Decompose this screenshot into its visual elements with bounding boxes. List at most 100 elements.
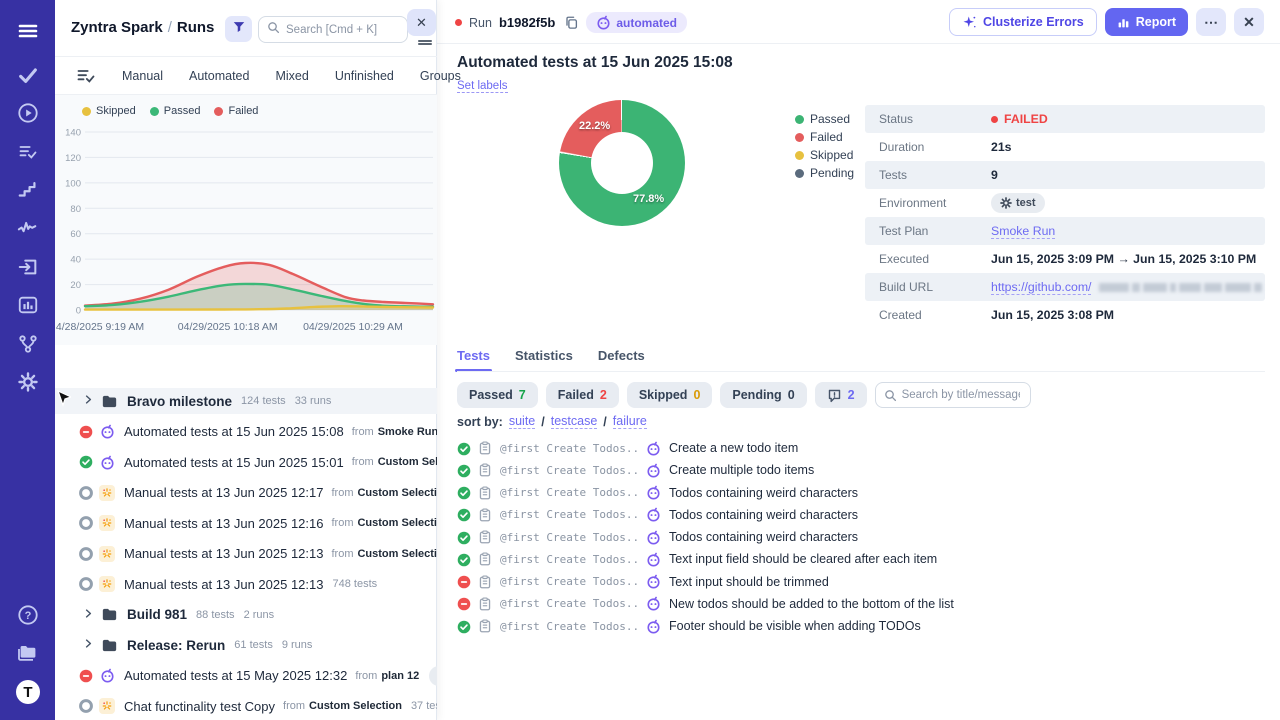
- detail-value: test: [991, 193, 1045, 213]
- svg-text:60: 60: [70, 229, 81, 240]
- detail-value: https://github.com/: [991, 279, 1263, 295]
- sort-link-suite[interactable]: suite: [508, 414, 536, 429]
- test-suite: @first Create Todos...: [500, 530, 640, 544]
- menu-icon[interactable]: [0, 16, 55, 46]
- comments-filter-chip[interactable]: 2: [814, 382, 867, 408]
- steps-icon[interactable]: [0, 175, 55, 205]
- breadcrumb-page: Runs: [176, 19, 215, 36]
- more-button[interactable]: ⋯: [1196, 8, 1226, 36]
- filter-button[interactable]: [225, 16, 252, 42]
- folders-icon[interactable]: [0, 638, 55, 668]
- detail-label: Build URL: [879, 280, 934, 294]
- chip-count: 2: [599, 388, 607, 402]
- sort-link-failure[interactable]: failure: [612, 414, 647, 429]
- run-title: Manual tests at 13 Jun 2025 12:13: [124, 576, 324, 592]
- tab-defects[interactable]: Defects: [597, 348, 645, 363]
- breadcrumb-project[interactable]: Zyntra Spark: [71, 19, 163, 36]
- chevron-right-icon[interactable]: [84, 608, 94, 621]
- run-status-pending-icon: [79, 516, 93, 530]
- filter-chip-failed[interactable]: Failed 2: [545, 382, 619, 408]
- robot-icon: [646, 574, 661, 589]
- run-list-item[interactable]: Manual tests at 13 Jun 2025 12:16 from Cus…: [55, 510, 437, 536]
- run-test-count: 748 tests: [332, 578, 378, 590]
- manual-burst-icon: [99, 484, 115, 501]
- help-icon[interactable]: ?: [0, 600, 55, 630]
- legend-dot: [795, 132, 804, 142]
- set-labels-link[interactable]: Set labels: [457, 80, 508, 93]
- test-row[interactable]: @first Create Todos... Footer should be v…: [437, 616, 1280, 636]
- filter-chip-passed[interactable]: Passed 7: [457, 382, 538, 408]
- test-row[interactable]: @first Create Todos... Text input field s…: [437, 549, 1280, 569]
- copy-icon[interactable]: [564, 15, 579, 30]
- run-list-item[interactable]: Automated tests at 15 Jun 2025 15:08 from…: [55, 419, 437, 445]
- chip-label: Skipped: [638, 388, 688, 402]
- chevron-right-icon[interactable]: [84, 639, 94, 651]
- run-list-item[interactable]: Manual tests at 13 Jun 2025 12:13 from Cus…: [55, 541, 437, 567]
- run-test-count: 37 tests: [410, 700, 437, 712]
- legend-dot: [149, 106, 159, 116]
- run-list-item[interactable]: Manual tests at 13 Jun 2025 12:13 748 tes…: [55, 571, 437, 597]
- redacted-block: [1170, 282, 1177, 292]
- test-plan-link[interactable]: Smoke Run: [991, 223, 1056, 239]
- play-circle-icon[interactable]: [0, 98, 55, 128]
- runs-folder-row[interactable]: Release: Rerun 61 tests 9 runs: [55, 632, 437, 658]
- test-row[interactable]: @first Create Todos... Todos containing w…: [437, 505, 1280, 525]
- test-row[interactable]: @first Create Todos... Todos containing w…: [437, 527, 1280, 547]
- folder-icon: [101, 394, 118, 409]
- automated-badge[interactable]: automated: [586, 12, 687, 33]
- run-title: Manual tests at 13 Jun 2025 12:17: [124, 485, 324, 500]
- gear-icon[interactable]: [0, 367, 55, 397]
- runs-folder-row[interactable]: Bravo milestone 124 tests 33 runs: [55, 388, 437, 414]
- runs-tab-manual[interactable]: Manual: [122, 68, 163, 83]
- detail-text: Jun 15, 2025 3:09 PM → Jun 15, 2025 3:10…: [991, 252, 1257, 266]
- filter-chip-skipped[interactable]: Skipped 0: [626, 382, 713, 408]
- runs-tab-automated[interactable]: Automated: [189, 68, 250, 83]
- legend-dot: [795, 150, 804, 160]
- test-status-passed-icon: [457, 486, 471, 500]
- from-source: Custom Selection: [377, 456, 437, 468]
- sort-link-testcase[interactable]: testcase: [550, 414, 598, 429]
- test-row[interactable]: @first Create Todos... Create multiple to…: [437, 460, 1280, 480]
- chevron-right-icon[interactable]: [84, 395, 94, 407]
- select-runs-icon[interactable]: [76, 66, 96, 86]
- run-identifier: Run b1982f5b automated: [455, 12, 687, 33]
- tab-statistics[interactable]: Statistics: [515, 348, 573, 363]
- test-row[interactable]: @first Create Todos... Todos containing w…: [437, 483, 1280, 503]
- check-icon[interactable]: [0, 60, 55, 90]
- list-check-icon[interactable]: [0, 137, 55, 167]
- test-row[interactable]: @first Create Todos... New todos should b…: [437, 594, 1280, 614]
- test-row[interactable]: @first Create Todos... Text input should …: [437, 572, 1280, 592]
- runs-tab-groups[interactable]: Groups: [419, 68, 461, 83]
- test-row[interactable]: @first Create Todos... Create a new todo …: [437, 438, 1280, 458]
- git-branch-icon[interactable]: [0, 329, 55, 359]
- run-list-item[interactable]: Automated tests at 15 May 2025 12:32 from…: [55, 663, 437, 689]
- runs-search-input[interactable]: [286, 23, 396, 36]
- bar-chart-icon[interactable]: [0, 290, 55, 320]
- run-list-item[interactable]: Chat functinality test Copy from Custom Se…: [55, 693, 437, 719]
- runs-tab-mixed[interactable]: Mixed: [275, 68, 309, 83]
- runs-search: [258, 16, 408, 43]
- close-run-button[interactable]: ✕: [1234, 8, 1264, 36]
- report-button[interactable]: Report: [1104, 8, 1188, 36]
- from-label: from: [331, 486, 354, 499]
- tab-tests[interactable]: Tests: [455, 348, 492, 372]
- chip-count: 7: [518, 388, 526, 402]
- test-suite: @first Create Todos...: [500, 486, 640, 499]
- build-url-link[interactable]: https://github.com/: [991, 279, 1092, 295]
- tests-search-input[interactable]: [901, 389, 1020, 401]
- runs-tab-unfinished[interactable]: Unfinished: [334, 68, 394, 83]
- logo-t-icon[interactable]: T: [0, 677, 55, 707]
- run-list-item[interactable]: Manual tests at 13 Jun 2025 12:17 from Cus…: [55, 480, 437, 506]
- detail-label: Status: [879, 112, 914, 126]
- runs-folder-row[interactable]: Build 981 88 tests 2 runs: [55, 602, 437, 628]
- import-icon[interactable]: [0, 252, 55, 282]
- detail-row-test-plan: Test Plan Smoke Run: [865, 217, 1265, 245]
- runs-panel: Zyntra Spark/Runs ✕ Manual Automated Mixed…: [55, 0, 461, 720]
- panel-close-button[interactable]: ✕: [407, 9, 436, 36]
- chip-count: 0: [787, 388, 795, 402]
- clusterize-errors-button[interactable]: Clusterize Errors: [948, 8, 1097, 36]
- run-list-item[interactable]: Automated tests at 15 Jun 2025 15:01 from…: [55, 449, 437, 475]
- activity-icon[interactable]: [0, 213, 55, 243]
- robot-icon: [99, 454, 115, 470]
- filter-chip-pending[interactable]: Pending 0: [720, 382, 807, 408]
